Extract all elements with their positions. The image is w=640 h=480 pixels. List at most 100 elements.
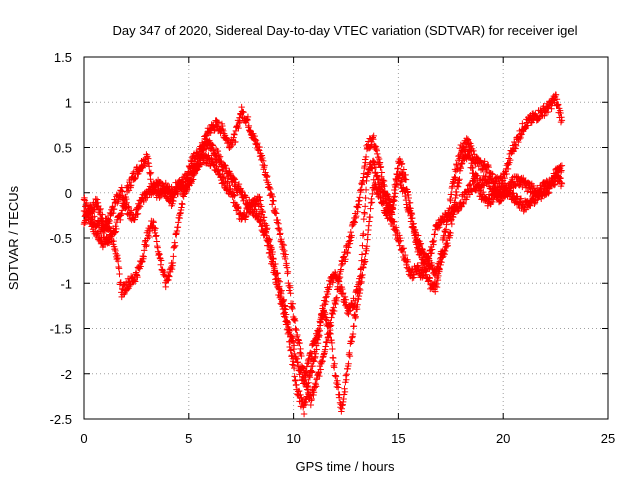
data-point: [302, 376, 309, 383]
data-point: [289, 300, 297, 307]
data-points: [80, 91, 566, 418]
data-point: [329, 279, 337, 286]
x-tick-label: 20: [496, 431, 510, 446]
y-tick-label: -2: [60, 367, 72, 382]
data-point: [294, 331, 301, 339]
data-point: [343, 376, 350, 383]
data-point: [448, 191, 455, 198]
data-point: [360, 215, 368, 223]
data-point: [541, 112, 548, 119]
data-point: [351, 219, 359, 226]
data-point: [438, 258, 445, 266]
data-point: [286, 327, 293, 335]
data-point: [287, 346, 295, 354]
data-point: [174, 190, 182, 198]
data-point: [301, 401, 309, 408]
data-point: [414, 232, 422, 239]
data-point: [368, 199, 376, 206]
x-tick-label: 0: [80, 431, 87, 446]
data-point: [304, 386, 312, 394]
data-point: [269, 261, 277, 268]
data-point: [305, 379, 312, 386]
axis-ticks: 0 5 10 15 20 25 1.5 1 0.5 0 -0.5 -1 -1.5 -2 -2.5: [50, 50, 616, 446]
y-tick-label: 1: [65, 95, 72, 110]
data-point: [535, 192, 542, 200]
data-point: [503, 170, 510, 178]
data-point: [465, 138, 473, 146]
data-point: [189, 160, 197, 167]
x-tick-label: 25: [601, 431, 615, 446]
data-point: [356, 278, 363, 285]
data-point: [551, 181, 558, 189]
data-point: [372, 164, 380, 171]
data-point: [132, 174, 139, 182]
data-point: [102, 225, 110, 232]
data-point: [139, 258, 146, 265]
data-point: [127, 207, 135, 214]
data-point: [136, 203, 144, 210]
data-point: [346, 352, 354, 360]
data-point: [469, 164, 477, 171]
data-point: [169, 259, 177, 267]
data-point: [273, 275, 280, 282]
y-tick-label: -0.5: [50, 231, 72, 246]
data-point: [286, 284, 294, 291]
data-point: [447, 229, 454, 237]
data-point: [388, 211, 396, 218]
data-point: [298, 367, 305, 374]
data-point: [424, 254, 432, 261]
data-point: [380, 189, 387, 196]
data-point: [355, 292, 363, 300]
data-point: [349, 303, 357, 310]
data-point: [398, 176, 406, 184]
data-point: [214, 147, 222, 155]
data-point: [244, 113, 252, 121]
data-point: [362, 153, 370, 161]
data-point: [356, 194, 363, 201]
data-point: [134, 210, 142, 217]
data-point: [313, 346, 320, 353]
data-point: [488, 170, 496, 177]
data-point: [343, 303, 350, 311]
data-point: [362, 186, 370, 194]
data-point: [357, 186, 365, 193]
data-point: [97, 205, 104, 213]
data-point: [265, 242, 272, 249]
data-point: [316, 327, 323, 335]
data-point: [454, 183, 462, 190]
data-point: [123, 279, 130, 286]
data-point: [266, 246, 274, 253]
data-point: [316, 372, 323, 380]
data-point: [352, 313, 359, 320]
data-point: [110, 205, 118, 213]
data-point: [419, 246, 426, 254]
data-point: [309, 362, 316, 370]
data-point: [507, 156, 514, 164]
data-point: [394, 164, 402, 172]
data-point: [397, 178, 405, 185]
data-point: [140, 247, 148, 254]
data-point: [433, 283, 441, 291]
data-point: [288, 351, 296, 359]
data-point: [215, 119, 222, 126]
data-point: [118, 184, 125, 191]
data-point: [232, 138, 239, 146]
data-point: [143, 241, 150, 249]
data-point: [361, 203, 369, 210]
data-point: [258, 203, 265, 210]
data-point: [390, 218, 397, 225]
data-point: [400, 245, 407, 252]
data-point: [121, 290, 128, 298]
data-point: [277, 230, 284, 237]
data-point: [451, 201, 459, 208]
data-point: [261, 162, 268, 169]
data-point: [558, 162, 566, 169]
x-tick-label: 15: [391, 431, 405, 446]
data-point: [345, 360, 352, 368]
data-point: [378, 169, 385, 176]
data-point: [277, 292, 284, 300]
data-point: [178, 185, 185, 193]
data-point: [406, 199, 414, 206]
data-point: [391, 218, 398, 226]
